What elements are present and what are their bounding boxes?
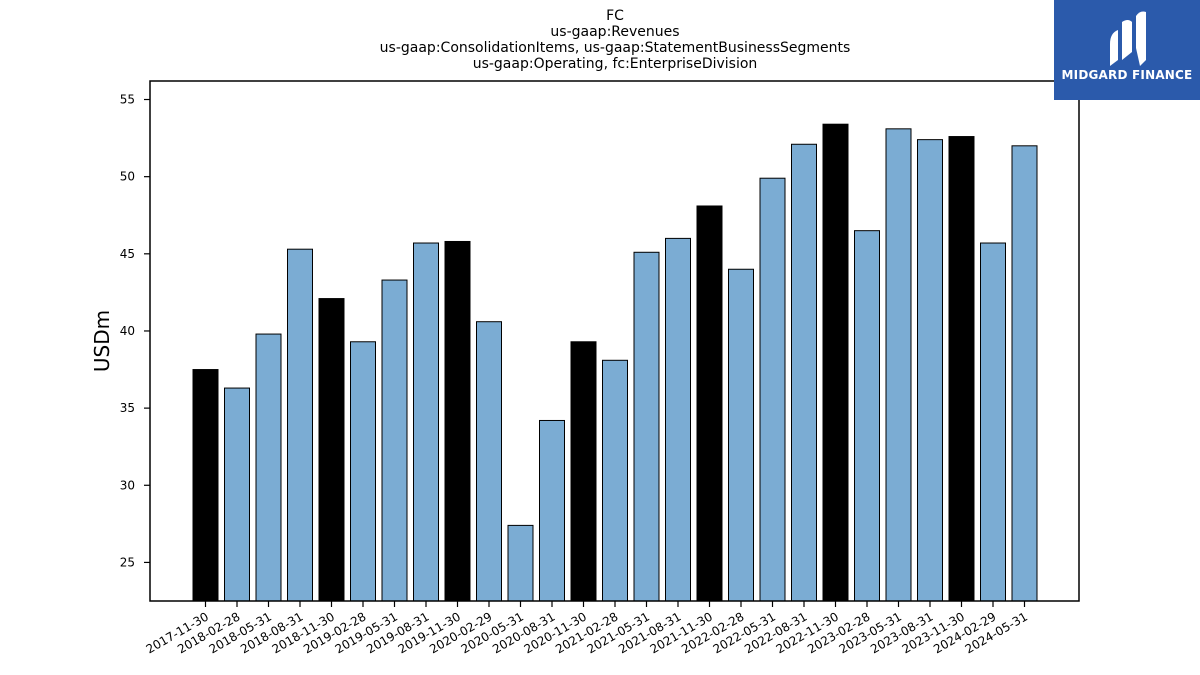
bar: [696, 205, 723, 602]
bars: [192, 123, 1038, 602]
bar: [192, 369, 219, 602]
y-tick-label: 30: [120, 478, 135, 492]
y-tick-label: 35: [120, 401, 135, 415]
bar: [728, 268, 754, 602]
logo-text: MIDGARD FINANCE: [1061, 68, 1193, 82]
bar: [570, 341, 597, 602]
bar: [917, 139, 943, 602]
bar: [444, 240, 471, 602]
chart-title-line: us-gaap:Operating, fc:EnterpriseDivision: [473, 56, 758, 72]
bar: [476, 321, 502, 602]
y-axis-label: USDm: [90, 310, 114, 372]
bar: [759, 177, 786, 602]
y-tick-label: 55: [120, 93, 135, 107]
bar: [287, 248, 313, 602]
bar: [948, 136, 975, 602]
y-axis: 25 30 35 40 45 50 55: [120, 93, 150, 569]
x-axis: 2017-11-302018-02-282018-05-312018-08-31…: [144, 601, 1030, 656]
bar: [602, 359, 628, 602]
bar: [350, 341, 376, 602]
bar: [1011, 145, 1038, 602]
bar: [255, 333, 282, 602]
bar: [413, 242, 439, 602]
chart-title-line: FC: [606, 8, 624, 24]
chart-title: FCus-gaap:Revenuesus-gaap:ConsolidationI…: [380, 8, 851, 72]
bar: [665, 237, 691, 602]
bar: [539, 419, 565, 602]
chart-title-line: us-gaap:ConsolidationItems, us-gaap:Stat…: [380, 40, 851, 56]
bar: [633, 251, 660, 602]
bar: [980, 242, 1006, 602]
y-tick-label: 45: [120, 247, 135, 261]
bar: [507, 524, 534, 602]
y-tick-label: 50: [120, 170, 135, 184]
chart-title-line: us-gaap:Revenues: [550, 24, 679, 40]
y-tick-label: 25: [120, 555, 135, 569]
bar: [224, 387, 250, 602]
bar: [381, 279, 408, 602]
bar: [822, 123, 849, 602]
logo-mark-icon: [1110, 11, 1146, 66]
midgard-finance-logo: MIDGARD FINANCE: [1054, 0, 1200, 100]
bar: [885, 128, 912, 602]
bar: [854, 230, 880, 602]
bar: [791, 143, 817, 602]
bar: [318, 298, 345, 602]
y-tick-label: 40: [120, 324, 135, 338]
